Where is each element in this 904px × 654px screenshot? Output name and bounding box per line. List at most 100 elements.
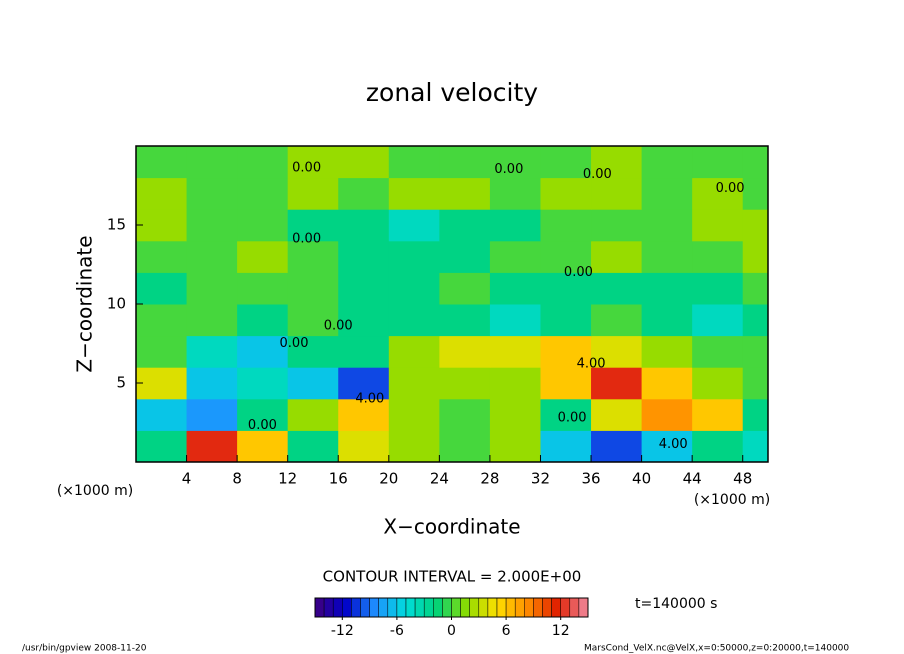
cell (540, 367, 592, 400)
cell (136, 430, 188, 463)
colorbar-segment (569, 597, 580, 618)
cell (287, 272, 339, 305)
footer: MarsCond_VelX.nc@VelX,x=0:50000,z=0:2000… (584, 644, 849, 654)
cell (540, 177, 592, 210)
cell (692, 240, 744, 273)
cell (692, 304, 744, 337)
colorbar-tick-label: 12 (552, 623, 570, 639)
cell (237, 304, 289, 337)
contour-label: 0.00 (292, 232, 321, 247)
x-tick-label: 48 (733, 470, 752, 488)
colorbar-segment (414, 597, 425, 618)
x-unit-label: (×1000 m) (57, 483, 133, 499)
cell (591, 272, 643, 305)
colorbar-segment (332, 597, 343, 618)
colorbar-segment (314, 597, 325, 618)
cell (388, 209, 440, 242)
cell (742, 367, 769, 400)
cell (489, 209, 541, 242)
cell (641, 335, 693, 368)
cell (439, 398, 491, 431)
y-tick-label: 15 (107, 216, 126, 234)
cell (287, 146, 339, 179)
colorbar-segment (505, 597, 516, 618)
cell (287, 335, 339, 368)
cell (136, 177, 188, 210)
colorbar-tick-label: 6 (502, 623, 511, 639)
cell (641, 146, 693, 179)
cell (338, 304, 390, 337)
contour-label: 0.00 (292, 161, 321, 176)
cell (388, 272, 440, 305)
cell (742, 209, 769, 242)
cell (591, 177, 643, 210)
cell (692, 335, 744, 368)
x-tick-label: 32 (531, 470, 550, 488)
cell (641, 430, 693, 463)
colorbar-segment (396, 597, 407, 618)
cell (692, 398, 744, 431)
cell (742, 272, 769, 305)
cell (287, 430, 339, 463)
cell (186, 335, 238, 368)
colorbar-tick-label: 0 (447, 623, 456, 639)
colorbar-segment (405, 597, 416, 618)
x-tick-label: 4 (182, 470, 192, 488)
colorbar-segment (524, 597, 534, 618)
y-axis-label: Z−coordinate (73, 235, 97, 372)
chart-title: zonal velocity (366, 78, 538, 107)
cell (439, 367, 491, 400)
cell (540, 209, 592, 242)
cell (136, 335, 188, 368)
x-tick-label: 44 (683, 470, 702, 488)
colorbar-segment (469, 597, 480, 618)
cell (641, 304, 693, 337)
x-tick-label: 8 (232, 470, 242, 488)
cell (641, 177, 693, 210)
contour-label: 0.00 (248, 418, 277, 433)
cell (641, 272, 693, 305)
cell (489, 335, 541, 368)
colorbar-segment (496, 597, 507, 618)
cell (338, 335, 390, 368)
cell (338, 272, 390, 305)
colorbar-segment (551, 597, 561, 618)
cell (287, 177, 339, 210)
cell (742, 398, 769, 431)
time-label: t=140000 s (635, 596, 717, 612)
cell (692, 272, 744, 305)
cell (388, 304, 440, 337)
colorbar-segment (514, 597, 525, 618)
cell (388, 367, 440, 400)
cell (489, 304, 541, 337)
cell (489, 430, 541, 463)
cell (237, 367, 289, 400)
cell (540, 398, 592, 431)
contour-label: 0.00 (583, 167, 612, 182)
cell (439, 209, 491, 242)
cell (439, 304, 491, 337)
cell (136, 209, 188, 242)
cell (388, 146, 440, 179)
cell (641, 367, 693, 400)
cell (591, 209, 643, 242)
cell (237, 272, 289, 305)
cell (338, 177, 390, 210)
cell (136, 272, 188, 305)
x-unit-label: (×1000 m) (694, 492, 770, 508)
cell (186, 430, 238, 463)
cell (287, 304, 339, 337)
footer: /usr/bin/gpview 2008-11-20 (22, 644, 147, 654)
x-tick-label: 16 (329, 470, 348, 488)
cell (237, 209, 289, 242)
cell (742, 177, 769, 210)
cell (186, 367, 238, 400)
colorbar-segment (451, 597, 461, 618)
cell (237, 240, 289, 273)
cell (692, 209, 744, 242)
cell (136, 367, 188, 400)
cell (388, 240, 440, 273)
cell (591, 304, 643, 337)
